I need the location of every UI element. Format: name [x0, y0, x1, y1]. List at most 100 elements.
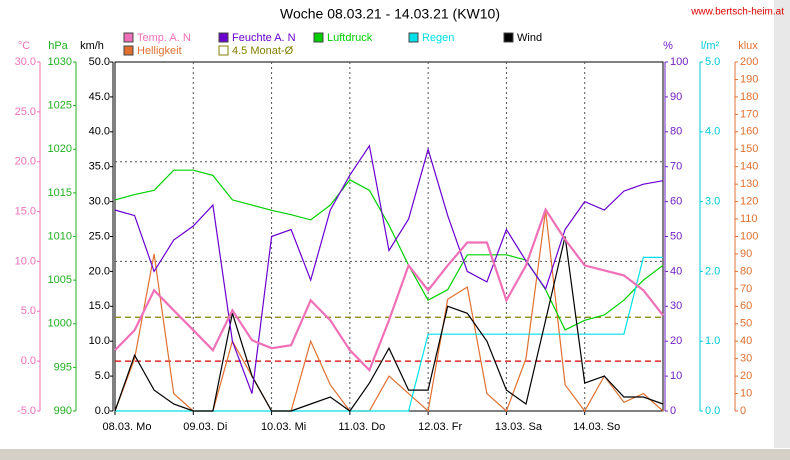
y-tick-label: 0.0 — [21, 355, 36, 367]
y-tick-label: 110 — [740, 213, 758, 225]
y-tick-label: 100 — [670, 56, 688, 68]
y-tick-label: 1000 — [48, 318, 72, 330]
x-tick-label: 14.03. So — [573, 421, 620, 433]
y-tick-label: 20 — [740, 370, 752, 382]
axis-title: l/m² — [701, 40, 720, 52]
legend-label: Regen — [422, 32, 454, 44]
y-tick-label: 1015 — [48, 187, 72, 199]
y-tick-label: 4.0 — [705, 126, 720, 138]
legend-swatch — [503, 32, 514, 43]
y-tick-label: 5.0 — [705, 56, 720, 68]
y-tick-label: 25.0 — [89, 230, 110, 242]
y-tick-label: 30 — [670, 300, 682, 312]
y-tick-label: 150 — [740, 143, 758, 155]
side-panel — [774, 0, 790, 448]
y-tick-label: 140 — [740, 161, 758, 173]
axis-title: km/h — [80, 40, 104, 52]
legend-label: Wind — [517, 32, 542, 44]
legend-label: Helligkeit — [137, 45, 182, 57]
series-line — [114, 169, 664, 331]
y-tick-label: 1025 — [48, 100, 72, 112]
y-tick-label: 50 — [670, 230, 682, 242]
series-line — [114, 236, 664, 412]
y-tick-label: 20.0 — [89, 265, 110, 277]
y-tick-label: 10 — [670, 370, 682, 382]
y-tick-label: 130 — [740, 178, 758, 190]
y-tick-label: 80 — [670, 126, 682, 138]
x-tick-label: 10.03. Mi — [261, 421, 306, 433]
series-line — [114, 144, 664, 394]
y-tick-label: 0.0 — [95, 405, 110, 417]
axis-title: klux — [738, 40, 758, 52]
y-tick-label: 15.0 — [89, 300, 110, 312]
y-tick-label: 40 — [670, 265, 682, 277]
y-tick-label: 990 — [54, 405, 72, 417]
y-tick-label: 5.0 — [21, 305, 36, 317]
y-tick-label: 90 — [670, 91, 682, 103]
x-tick-label: 08.03. Mo — [103, 421, 152, 433]
x-tick-label: 11.03. Do — [338, 421, 385, 433]
y-tick-label: 10.0 — [15, 255, 36, 267]
y-tick-label: 20.0 — [15, 156, 36, 168]
y-tick-label: 90 — [740, 248, 752, 260]
axis-title: hPa — [48, 40, 68, 52]
y-tick-label: 70 — [670, 161, 682, 173]
y-tick-label: 35.0 — [89, 161, 110, 173]
legend-swatch — [218, 45, 229, 56]
y-tick-label: 5.0 — [95, 370, 110, 382]
y-tick-label: 1.0 — [705, 335, 720, 347]
y-tick-label: 160 — [740, 126, 758, 138]
series-line — [114, 207, 664, 373]
axis-title: °C — [18, 40, 30, 52]
y-tick-label: 30.0 — [15, 56, 36, 68]
y-tick-label: 60 — [670, 196, 682, 208]
legend-swatch — [218, 32, 229, 43]
y-tick-label: 50.0 — [89, 56, 110, 68]
y-tick-label: 100 — [740, 230, 758, 242]
y-tick-label: 10 — [740, 387, 752, 399]
y-tick-label: 40.0 — [89, 126, 110, 138]
x-tick-label: 13.03. Sa — [495, 421, 543, 433]
y-tick-label: 1005 — [48, 274, 72, 286]
y-tick-label: 0.0 — [705, 405, 720, 417]
axis-title: % — [663, 40, 673, 52]
y-tick-label: -5.0 — [17, 405, 36, 417]
y-tick-label: 10.0 — [89, 335, 110, 347]
x-tick-label: 12.03. Fr — [418, 421, 462, 433]
source: www.bertsch-heim.at — [690, 7, 784, 18]
legend-swatch — [123, 45, 134, 56]
y-tick-label: 50 — [740, 318, 752, 330]
status-bar — [0, 449, 790, 460]
legend-label: Temp. A. N — [137, 32, 191, 44]
y-tick-label: 120 — [740, 196, 758, 208]
legend-swatch — [313, 32, 324, 43]
legend-label: 4.5 Monat-Ø — [232, 45, 294, 57]
y-tick-label: 200 — [740, 56, 758, 68]
chart-title: Woche 08.03.21 - 14.03.21 (KW10) — [280, 6, 500, 22]
y-tick-label: 190 — [740, 73, 758, 85]
y-tick-label: 40 — [740, 335, 752, 347]
y-tick-label: 20 — [670, 335, 682, 347]
x-tick-label: 09.03. Di — [183, 421, 227, 433]
y-tick-label: 80 — [740, 265, 752, 277]
y-tick-label: 30.0 — [89, 196, 110, 208]
y-tick-label: 45.0 — [89, 91, 110, 103]
y-tick-label: 180 — [740, 91, 758, 103]
y-tick-label: 170 — [740, 108, 758, 120]
legend-label: Luftdruck — [327, 32, 373, 44]
y-tick-label: 1030 — [48, 56, 72, 68]
y-tick-label: 1020 — [48, 143, 72, 155]
y-tick-label: 70 — [740, 283, 752, 295]
y-tick-label: 0 — [740, 405, 746, 417]
y-tick-label: 60 — [740, 300, 752, 312]
y-tick-label: 1010 — [48, 230, 72, 242]
legend-label: Feuchte A. N — [232, 32, 296, 44]
y-tick-label: 2.0 — [705, 265, 720, 277]
legend-swatch — [408, 32, 419, 43]
y-tick-label: 25.0 — [15, 106, 36, 118]
y-tick-label: 15.0 — [15, 205, 36, 217]
legend-swatch — [123, 32, 134, 43]
y-tick-label: 995 — [54, 361, 72, 373]
